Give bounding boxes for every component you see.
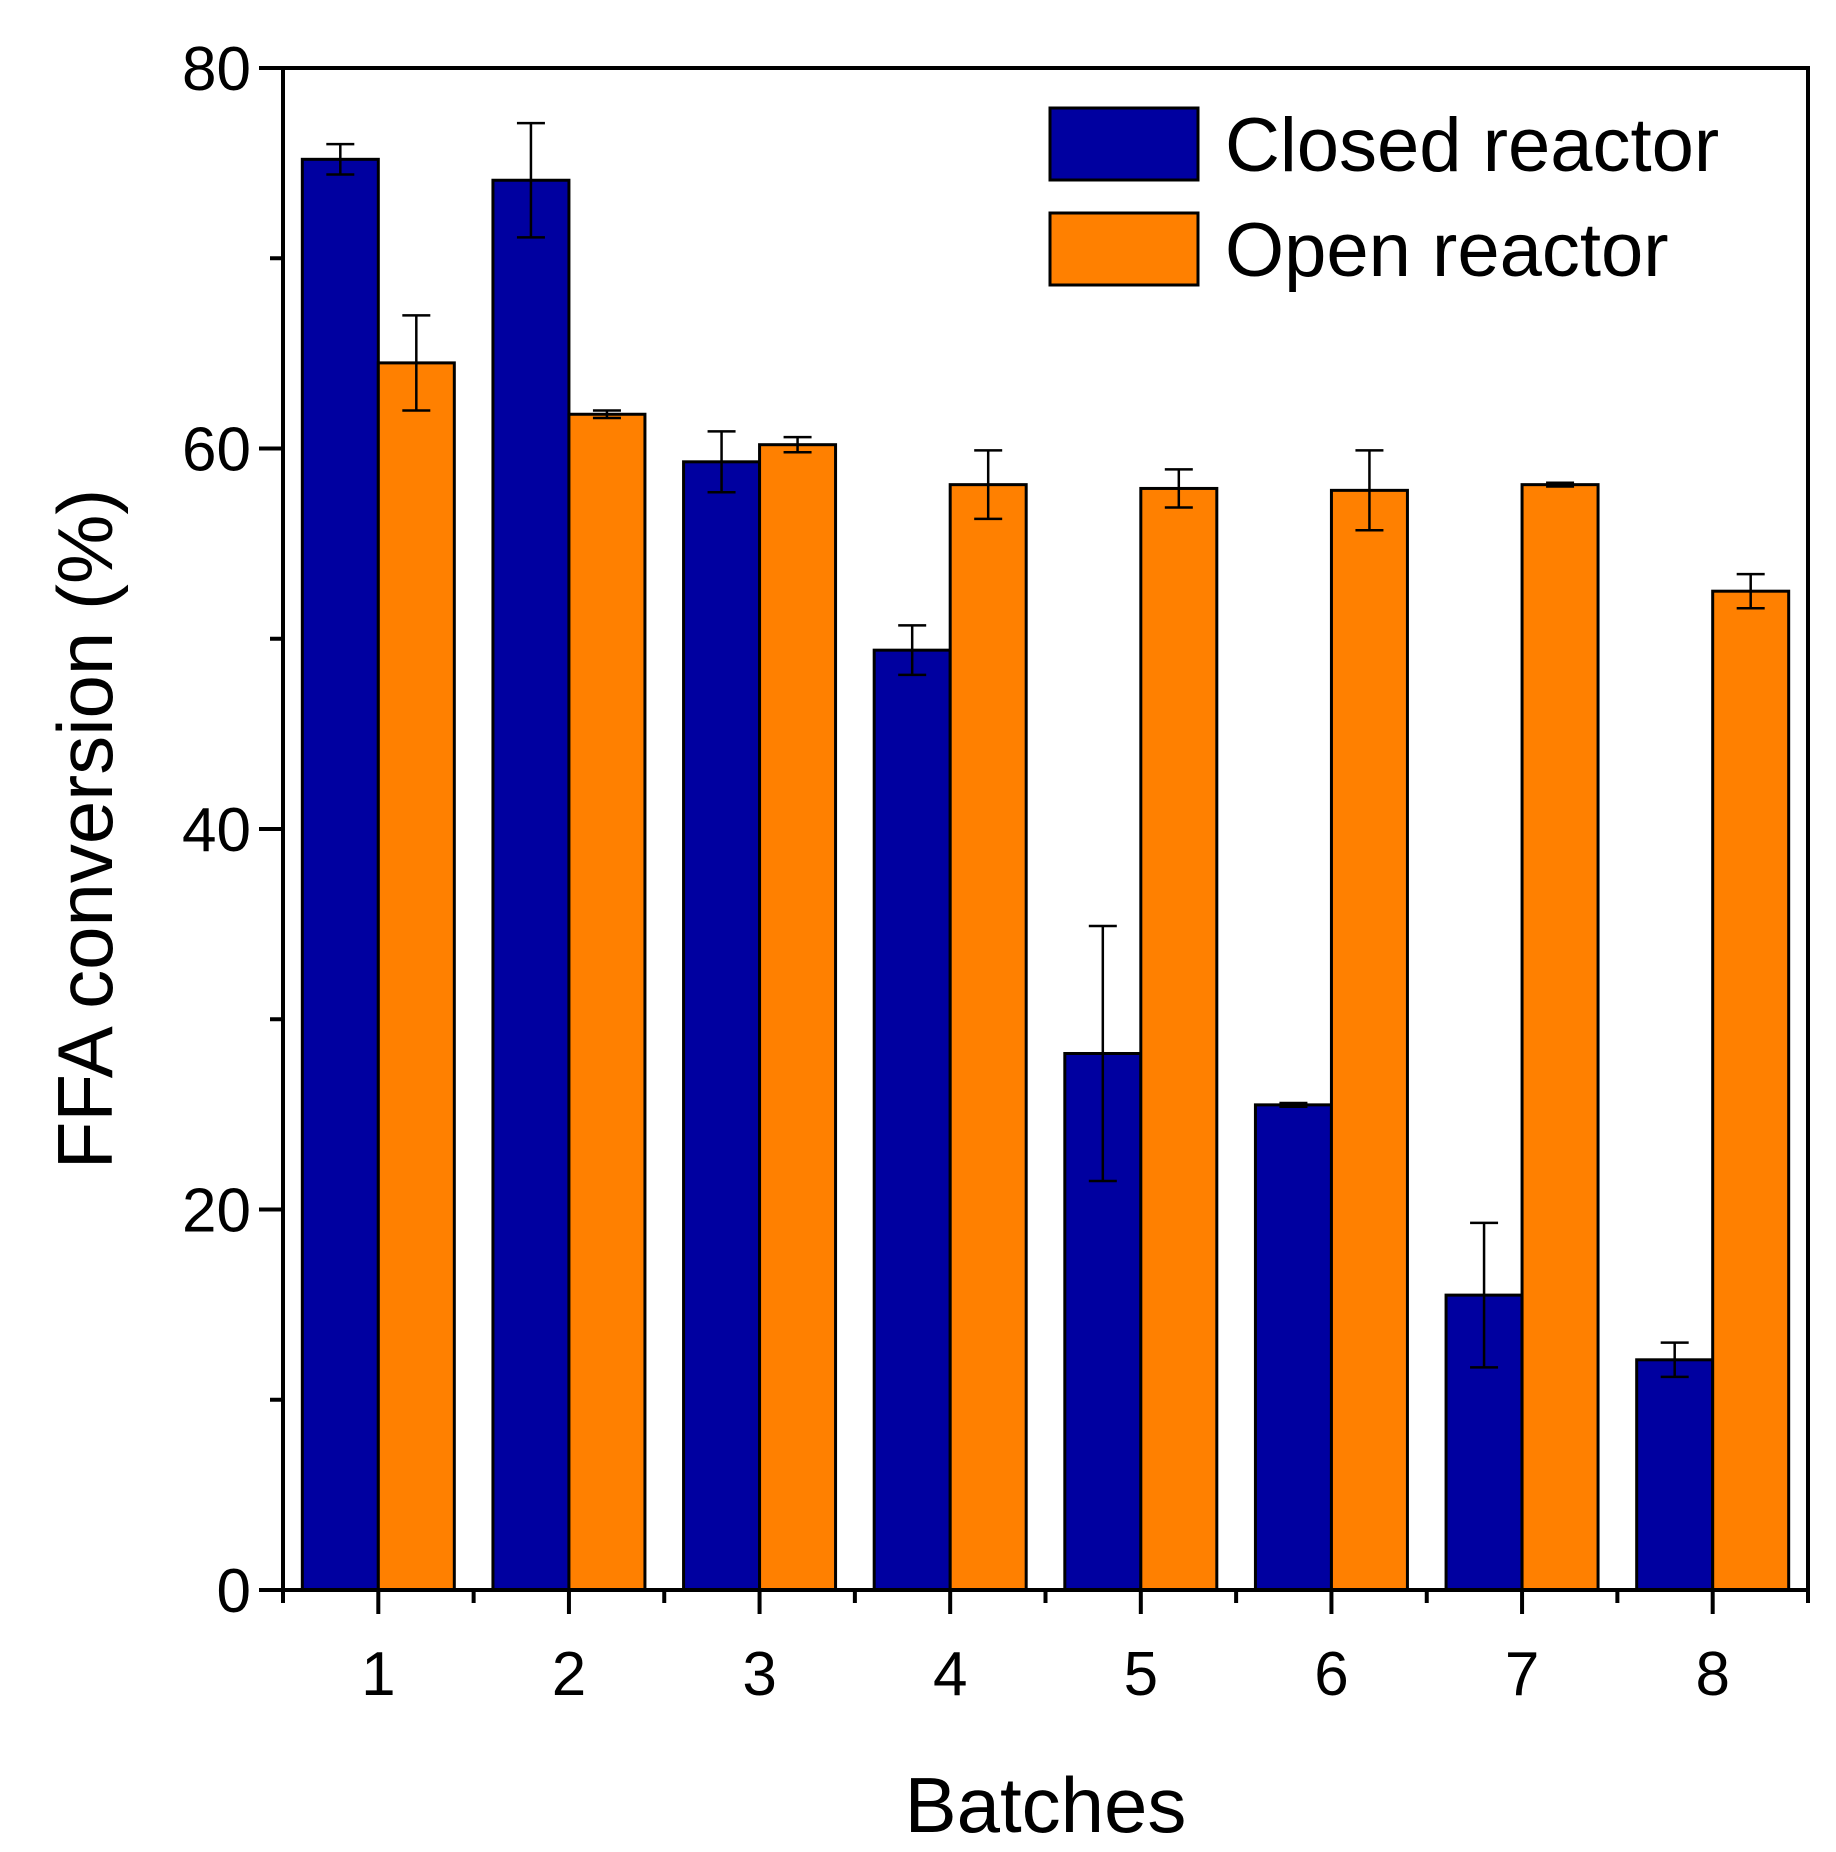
x-tick-label-2: 2 <box>552 1640 586 1709</box>
x-tick-label-7: 7 <box>1505 1640 1539 1709</box>
bar-closed-3 <box>682 460 762 1592</box>
y-tick-label-60: 60 <box>182 416 251 485</box>
legend-swatch <box>1048 211 1200 287</box>
legend-swatch <box>1048 106 1200 182</box>
bar-open-2 <box>567 412 647 1592</box>
bar-open-1 <box>376 361 456 1592</box>
y-axis-title: FFA conversion (%) <box>41 489 129 1170</box>
bar-closed-2 <box>491 178 571 1592</box>
y-tick-label-20: 20 <box>182 1177 251 1246</box>
error-bar-open-6 <box>1355 449 1384 532</box>
error-bar-closed-4 <box>898 624 927 677</box>
bar-open-4 <box>948 483 1028 1592</box>
error-bar-closed-6 <box>1279 1101 1308 1109</box>
errorbars-layer <box>326 121 1765 1379</box>
y-tick-label-40: 40 <box>182 796 251 865</box>
x-tick-label-4: 4 <box>933 1640 967 1709</box>
bar-open-7 <box>1520 483 1600 1592</box>
error-bar-open-8 <box>1736 572 1765 610</box>
error-bar-open-5 <box>1164 468 1193 509</box>
error-bar-closed-7 <box>1470 1221 1499 1369</box>
bars-layer <box>300 157 1791 1592</box>
bar-closed-4 <box>872 648 952 1592</box>
y-tick-label-0: 0 <box>217 1557 251 1626</box>
error-bar-closed-3 <box>707 430 736 494</box>
x-axis-title: Batches <box>905 1761 1187 1849</box>
bar-open-6 <box>1329 488 1409 1592</box>
error-bar-closed-8 <box>1660 1341 1689 1379</box>
x-tick-label-5: 5 <box>1124 1640 1158 1709</box>
error-bar-open-1 <box>402 314 431 412</box>
x-tick-label-1: 1 <box>361 1640 395 1709</box>
bar-closed-8 <box>1635 1358 1715 1592</box>
y-tick-label-80: 80 <box>182 35 251 104</box>
error-bar-open-7 <box>1546 481 1575 488</box>
x-tick-label-8: 8 <box>1695 1640 1729 1709</box>
error-bar-closed-1 <box>326 142 355 176</box>
bar-closed-1 <box>300 157 380 1592</box>
x-tick-label-3: 3 <box>742 1640 776 1709</box>
error-bar-open-2 <box>592 409 621 420</box>
x-tick-label-6: 6 <box>1314 1640 1348 1709</box>
y-axis: 0 20 40 60 80 <box>182 35 283 1626</box>
legend-label: Open reactor <box>1225 208 1669 293</box>
legend-item-closed: Closed reactor <box>1048 103 1719 188</box>
error-bar-open-4 <box>974 449 1003 521</box>
x-axis: 1 2 3 4 5 6 7 8 <box>281 1590 1810 1709</box>
bar-open-5 <box>1139 486 1219 1592</box>
error-bar-closed-2 <box>516 121 545 239</box>
bar-closed-6 <box>1253 1103 1333 1592</box>
legend-label: Closed reactor <box>1225 103 1719 188</box>
bar-open-8 <box>1711 589 1791 1592</box>
legend-item-open: Open reactor <box>1048 208 1669 293</box>
error-bar-closed-5 <box>1088 924 1117 1183</box>
error-bar-open-3 <box>783 435 812 454</box>
bar-open-3 <box>758 443 838 1592</box>
legend: Closed reactor Open reactor <box>1048 103 1719 293</box>
